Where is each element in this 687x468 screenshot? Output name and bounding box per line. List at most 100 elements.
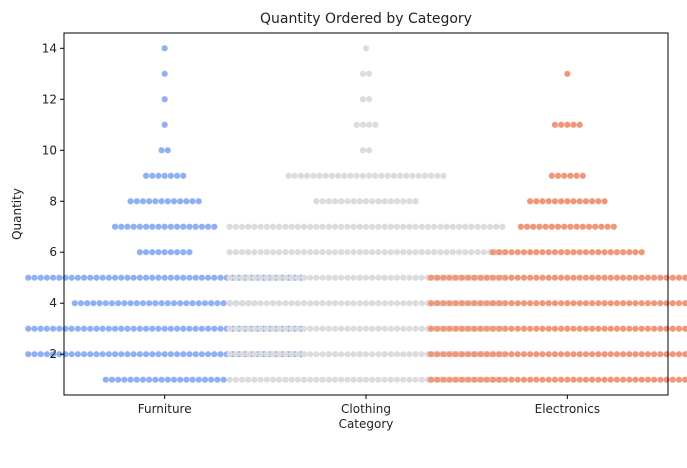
data-point: [527, 351, 534, 358]
data-point: [440, 351, 447, 358]
data-point: [545, 249, 552, 256]
data-point: [381, 274, 388, 281]
data-point: [412, 249, 419, 256]
data-point: [539, 351, 546, 358]
data-point: [369, 274, 376, 281]
data-point: [362, 274, 370, 281]
data-point: [344, 300, 351, 307]
data-point: [468, 223, 475, 230]
data-point: [452, 376, 459, 383]
data-point: [471, 274, 478, 281]
data-point: [167, 274, 174, 281]
data-point: [338, 325, 345, 332]
data-point: [564, 376, 571, 383]
data-point: [62, 325, 69, 332]
data-point: [601, 249, 608, 256]
data-point: [37, 274, 44, 281]
data-point: [607, 274, 614, 281]
data-point: [173, 249, 181, 256]
data-point: [520, 300, 528, 307]
data-point: [400, 300, 407, 307]
data-point: [564, 121, 571, 128]
data-point: [387, 249, 394, 256]
data-point: [155, 249, 162, 256]
x-axis-label: Category: [339, 417, 394, 431]
data-point: [607, 300, 614, 307]
data-point: [400, 351, 407, 358]
data-point: [595, 351, 602, 358]
data-point: [502, 351, 509, 358]
data-point: [567, 172, 574, 179]
data-point: [558, 376, 565, 383]
data-point: [582, 325, 590, 332]
data-point: [675, 325, 683, 332]
data-point: [375, 351, 382, 358]
data-point: [675, 351, 683, 358]
data-point: [180, 223, 187, 230]
data-point: [238, 274, 246, 281]
data-point: [201, 376, 209, 383]
data-point: [201, 300, 209, 307]
data-point: [139, 300, 147, 307]
data-point: [362, 249, 370, 256]
data-point: [477, 300, 484, 307]
data-point: [434, 274, 441, 281]
data-point: [561, 172, 568, 179]
data-point: [118, 223, 125, 230]
data-point: [238, 223, 246, 230]
data-point: [551, 376, 559, 383]
data-point: [424, 249, 432, 256]
data-point: [226, 376, 233, 383]
data-point: [195, 300, 202, 307]
data-point: [133, 198, 140, 205]
x-tick-label: Furniture: [138, 402, 192, 416]
y-tick-label: 14: [42, 41, 57, 55]
data-point: [530, 223, 537, 230]
data-point: [310, 172, 317, 179]
data-point: [393, 376, 401, 383]
data-point: [465, 300, 472, 307]
data-point: [350, 376, 357, 383]
data-point: [620, 376, 627, 383]
y-tick-label: 12: [42, 92, 57, 106]
data-point: [428, 172, 435, 179]
data-point: [269, 351, 277, 358]
data-point: [177, 198, 184, 205]
data-point: [313, 274, 320, 281]
data-point: [632, 376, 639, 383]
data-point: [471, 376, 478, 383]
data-point: [189, 300, 196, 307]
data-point: [620, 351, 627, 358]
data-point: [74, 325, 81, 332]
data-point: [226, 325, 233, 332]
data-point: [353, 121, 360, 128]
data-point: [344, 223, 351, 230]
data-point: [452, 325, 459, 332]
data-point: [607, 325, 614, 332]
data-point: [527, 249, 534, 256]
data-point: [548, 172, 555, 179]
data-point: [124, 223, 131, 230]
data-point: [25, 351, 32, 358]
data-point: [533, 198, 540, 205]
data-point: [626, 274, 633, 281]
data-point: [406, 249, 413, 256]
data-point: [313, 249, 320, 256]
data-point: [25, 274, 32, 281]
data-point: [331, 198, 339, 205]
data-point: [393, 223, 401, 230]
data-point: [493, 223, 500, 230]
data-point: [369, 198, 376, 205]
data-point: [192, 351, 199, 358]
data-point: [245, 325, 252, 332]
data-point: [372, 172, 379, 179]
data-point: [551, 198, 559, 205]
data-point: [226, 249, 233, 256]
data-point: [387, 376, 394, 383]
data-point: [607, 249, 614, 256]
data-point: [152, 198, 159, 205]
data-point: [418, 223, 425, 230]
data-point: [595, 300, 602, 307]
data-point: [632, 249, 639, 256]
data-point: [387, 300, 394, 307]
